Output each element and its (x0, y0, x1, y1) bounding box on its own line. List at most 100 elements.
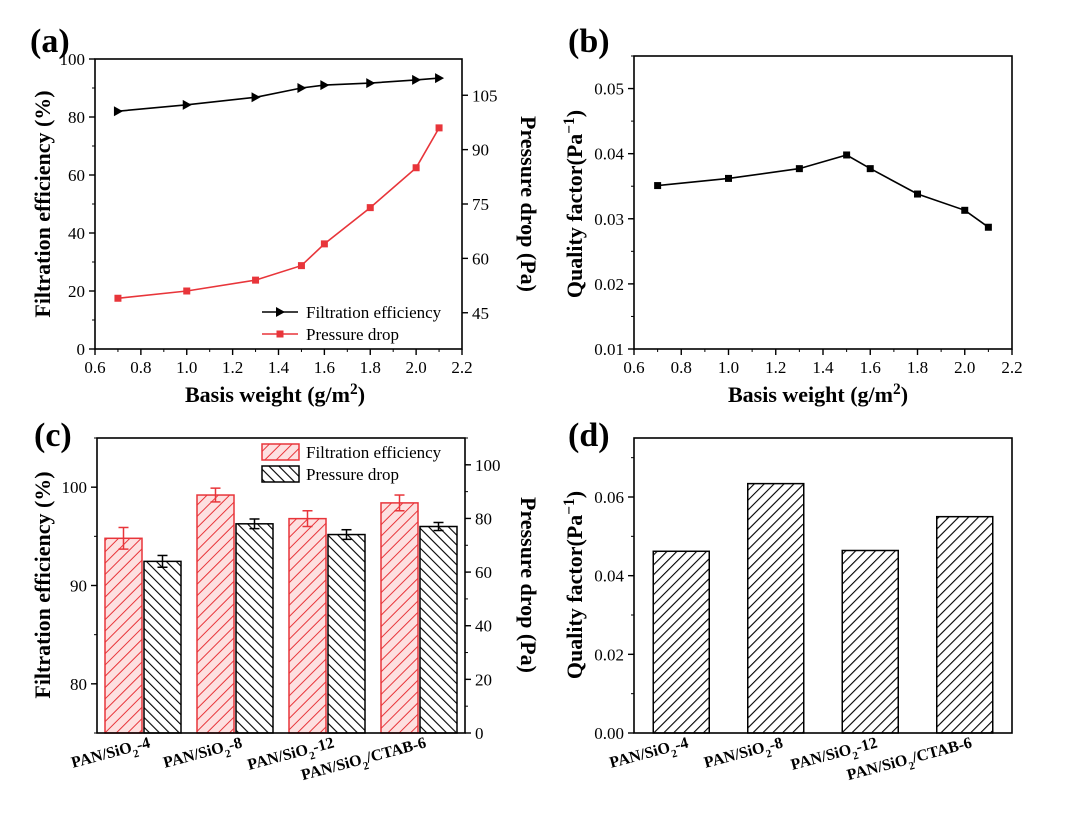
data-point (297, 262, 305, 270)
category-label: PAN/SiO2-8 (162, 734, 246, 776)
y-right-tick-label: 45 (472, 304, 489, 323)
x-tick-label: 0.6 (623, 358, 644, 377)
data-point (412, 74, 422, 85)
y-left-tick-label: 40 (68, 224, 85, 243)
data-point (654, 182, 662, 190)
data-point (843, 151, 851, 159)
legend-label: Filtration efficiency (306, 443, 442, 462)
y-left-tick-label: 0.03 (594, 210, 624, 229)
y-right-tick-label: 60 (475, 563, 492, 582)
legend-swatch (261, 465, 300, 483)
y-right-tick-label: 0 (475, 724, 484, 743)
panel-label-c: (c) (34, 417, 72, 454)
y-left-tick-label: 0.01 (594, 340, 624, 359)
panel-a: (a) 0.6 0.8 1.0 1.2 1.4 1.6 1.8 2.0 2.2 0 20 40 60 80 1… (30, 23, 541, 407)
data-point (320, 80, 330, 91)
bar-quality-factor (936, 515, 994, 734)
x-tick-label: 1.0 (176, 358, 197, 377)
y-axis-title: Quality factor(Pa−1) (561, 110, 588, 298)
y-right-tick-label: 105 (472, 86, 498, 105)
y-left-tick-label: 0.06 (594, 488, 624, 507)
bar-quality-factor (841, 549, 899, 734)
data-point (320, 240, 328, 248)
bar-pressure-drop (327, 533, 366, 734)
data-point (961, 206, 969, 214)
data-point (366, 78, 376, 89)
y-left-tick-label: 0.04 (594, 567, 624, 586)
panel-label-b: (b) (568, 23, 610, 60)
x-tick-label: 1.2 (222, 358, 243, 377)
data-point (866, 165, 874, 173)
bar-filtration-efficiency (380, 502, 419, 734)
legend-marker (276, 330, 284, 338)
legend-marker (276, 307, 285, 317)
y-right-tick-label: 100 (475, 456, 501, 475)
x-axis-title: Basis weight (g/m2) (185, 381, 365, 408)
x-tick-label: 0.8 (671, 358, 692, 377)
y-left-tick-label: 60 (68, 166, 85, 185)
data-point (795, 165, 803, 173)
x-tick-label: 1.4 (268, 358, 290, 377)
y-right-tick-label: 90 (472, 141, 489, 160)
y-axis-title: Filtration efficiency (%) (30, 471, 55, 698)
data-point (366, 204, 374, 212)
series-line-pressure-drop (117, 127, 440, 300)
x-tick-label: 1.6 (860, 358, 881, 377)
x-tick-label: 1.8 (360, 358, 381, 377)
legend-label: Pressure drop (306, 325, 399, 344)
y-left-tick-label: 0.05 (594, 80, 624, 99)
y-left-tick-label: 0.02 (594, 275, 624, 294)
x-tick-label: 1.8 (907, 358, 928, 377)
y2-axis-title: Pressure drop (Pa) (516, 497, 541, 673)
plot-frame (633, 55, 1013, 350)
data-point (251, 92, 261, 103)
data-point (435, 73, 445, 84)
y-right-tick-label: 60 (472, 249, 489, 268)
bar-quality-factor (747, 482, 805, 734)
plot-frame (633, 437, 1013, 734)
category-label: PAN/SiO2-4 (70, 734, 154, 776)
y-left-tick-label: 100 (60, 50, 86, 69)
y-left-tick-label: 80 (68, 108, 85, 127)
x-tick-label: 2.2 (451, 358, 472, 377)
x-axis-title: Basis weight (g/m2) (728, 381, 908, 408)
panel-label-a: (a) (30, 23, 70, 60)
data-point (183, 287, 191, 295)
legend-label: Filtration efficiency (306, 303, 442, 322)
y-left-tick-label: 90 (70, 577, 87, 596)
data-point (182, 99, 192, 110)
y-right-tick-label: 80 (475, 509, 492, 528)
bar-pressure-drop (235, 523, 274, 734)
series-line-filtration-efficiency (117, 77, 440, 112)
y-right-tick-label: 40 (475, 617, 492, 636)
y-left-tick-label: 100 (62, 478, 88, 497)
data-point (297, 83, 307, 93)
panel-label-d: (d) (568, 417, 610, 454)
x-tick-label: 2.2 (1001, 358, 1022, 377)
y-left-tick-label: 0 (77, 340, 86, 359)
x-tick-label: 0.8 (130, 358, 151, 377)
data-point (114, 294, 122, 302)
data-point (252, 276, 260, 284)
data-point (914, 190, 921, 198)
data-point (412, 164, 420, 172)
bar-pressure-drop (419, 525, 458, 734)
category-label: PAN/SiO2-8 (702, 734, 786, 776)
bar-pressure-drop (143, 560, 182, 734)
y-left-tick-label: 0.02 (594, 645, 624, 664)
y2-axis-title: Pressure drop (Pa) (516, 116, 541, 292)
y-left-tick-label: 0.00 (594, 724, 624, 743)
panel-b: (b) 0.6 0.8 1.0 1.2 1.4 1.6 1.8 2.0 2.2 0.01 0.02 0.… (561, 23, 1023, 407)
y-left-tick-label: 80 (70, 675, 87, 694)
legend-label: Pressure drop (306, 465, 399, 484)
y-left-tick-label: 0.04 (594, 145, 624, 164)
data-point (984, 223, 992, 231)
x-tick-label: 2.0 (954, 358, 975, 377)
y-left-tick-label: 20 (68, 282, 85, 301)
bar-filtration-efficiency (288, 517, 327, 734)
bar-quality-factor (652, 550, 710, 734)
x-tick-label: 1.0 (718, 358, 739, 377)
y-right-tick-label: 20 (475, 670, 492, 689)
series-line-quality-factor (657, 154, 989, 228)
